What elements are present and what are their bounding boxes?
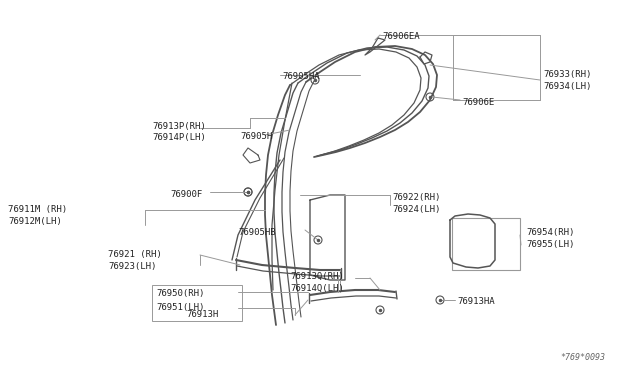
Text: 76905H: 76905H	[240, 132, 272, 141]
Text: 76905HA: 76905HA	[282, 72, 319, 81]
Text: 76905HB: 76905HB	[238, 228, 276, 237]
Text: 76934(LH): 76934(LH)	[543, 82, 591, 91]
Text: 76914P(LH): 76914P(LH)	[152, 133, 205, 142]
Text: 76951(LH): 76951(LH)	[156, 303, 204, 312]
Text: 76906E: 76906E	[462, 98, 494, 107]
Text: 76913HA: 76913HA	[457, 297, 495, 306]
Bar	[452, 218, 520, 270]
Text: 76906EA: 76906EA	[382, 32, 420, 41]
Text: 76954(RH): 76954(RH)	[526, 228, 574, 237]
Text: 76955(LH): 76955(LH)	[526, 240, 574, 249]
Text: 76912M(LH): 76912M(LH)	[8, 217, 61, 226]
Text: 76911M (RH): 76911M (RH)	[8, 205, 67, 214]
Text: 76913Q(RH): 76913Q(RH)	[290, 272, 344, 281]
Text: 76950(RH): 76950(RH)	[156, 289, 204, 298]
Text: 76900F: 76900F	[170, 190, 202, 199]
Text: 76923(LH): 76923(LH)	[108, 262, 156, 271]
Text: 76914Q(LH): 76914Q(LH)	[290, 284, 344, 293]
Text: 76922(RH): 76922(RH)	[392, 193, 440, 202]
Text: 76913H: 76913H	[186, 310, 218, 319]
Text: 76913P(RH): 76913P(RH)	[152, 122, 205, 131]
Text: 76921 (RH): 76921 (RH)	[108, 250, 162, 259]
Bar	[152, 285, 242, 321]
Text: *769*0093: *769*0093	[560, 353, 605, 362]
Text: 76924(LH): 76924(LH)	[392, 205, 440, 214]
Text: 76933(RH): 76933(RH)	[543, 70, 591, 79]
